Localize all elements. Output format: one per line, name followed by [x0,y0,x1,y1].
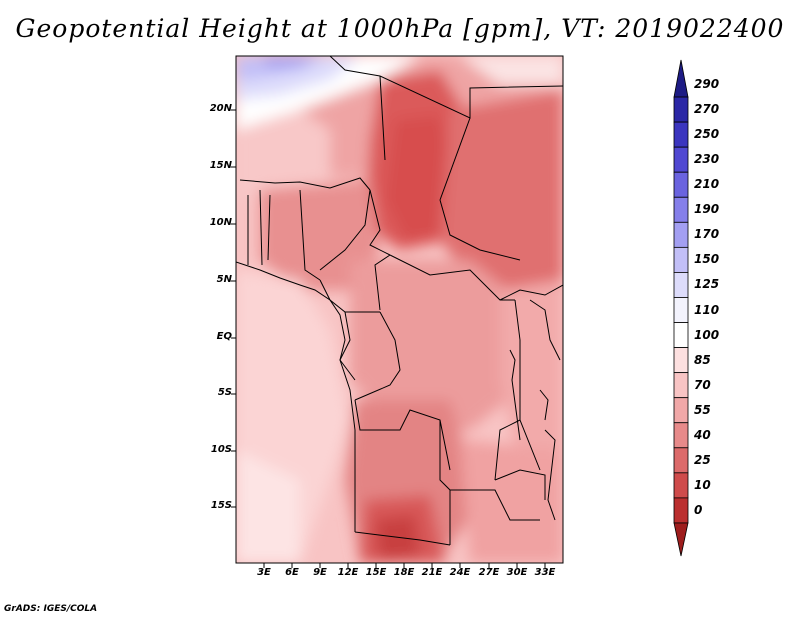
lon-label: 21E [421,567,443,578]
colorbar-label: 55 [694,402,711,417]
lat-label: 10S [210,444,232,455]
colorbar-swatch [673,246,689,273]
colorbar-label: 85 [694,352,711,367]
colorbar-swatch [673,372,689,399]
colorbar-swatch [673,146,689,173]
colorbar-label: 125 [694,277,720,292]
colorbar-swatch [673,272,689,298]
colorbar-label: 210 [694,177,720,192]
colorbar-label: 150 [694,252,720,267]
lon-label: 30E [506,567,528,578]
colorbar-label: 290 [694,77,720,92]
colorbar-swatch [673,297,689,323]
lat-label: 15N [209,160,232,171]
colorbar-swatch [673,221,689,248]
colorbar-label: 190 [694,202,720,217]
colorbar-swatch [673,397,689,424]
lat-label: EQ [216,331,232,342]
colorbar-label: 40 [694,427,711,442]
colorbar-swatch [673,447,689,474]
colorbar-swatch [673,522,689,557]
lon-label: 12E [337,567,359,578]
lon-ticks [263,563,546,568]
lat-label: 5N [216,274,232,285]
colorbar-swatch [673,472,689,499]
colorbar-swatch [673,196,689,223]
colorbar-swatch [673,347,689,374]
map-title: Geopotential Height at 1000hPa [gpm], VT… [15,14,785,43]
colorbar-label: 0 [694,502,703,517]
lat-ticks [231,109,236,508]
lat-label: 5S [217,387,232,398]
colorbar-swatch [673,96,689,123]
colorbar [673,59,689,557]
lon-label: 9E [313,567,327,578]
colorbar-label: 110 [694,302,720,317]
lon-label: 3E [257,567,271,578]
colorbar-label: 10 [694,477,711,492]
colorbar-swatch [673,322,689,348]
lon-label: 24E [449,567,471,578]
colorbar-label: 170 [694,227,720,242]
lon-label: 18E [393,567,415,578]
colorbar-label: 270 [694,102,720,117]
colorbar-swatch [673,59,689,98]
colorbar-label: 25 [694,452,711,467]
credit-text: GrADS: IGES/COLA [4,604,98,614]
colorbar-swatch [673,422,689,449]
colorbar-swatch [673,497,689,524]
lat-label: 15S [210,500,232,511]
lat-label: 20N [209,103,232,114]
geopotential-field [236,56,563,563]
map-frame [235,55,564,564]
colorbar-swatch [673,171,689,198]
colorbar-label: 250 [694,127,720,142]
colorbar-label: 70 [694,377,711,392]
lat-label: 10N [209,217,232,228]
lon-label: 6E [285,567,299,578]
colorbar-label: 100 [694,327,720,342]
colorbar-swatch [673,121,689,148]
lon-label: 15E [365,567,387,578]
country-borders [236,56,563,546]
lon-label: 27E [478,567,500,578]
colorbar-label: 230 [694,152,720,167]
lon-label: 33E [534,567,556,578]
